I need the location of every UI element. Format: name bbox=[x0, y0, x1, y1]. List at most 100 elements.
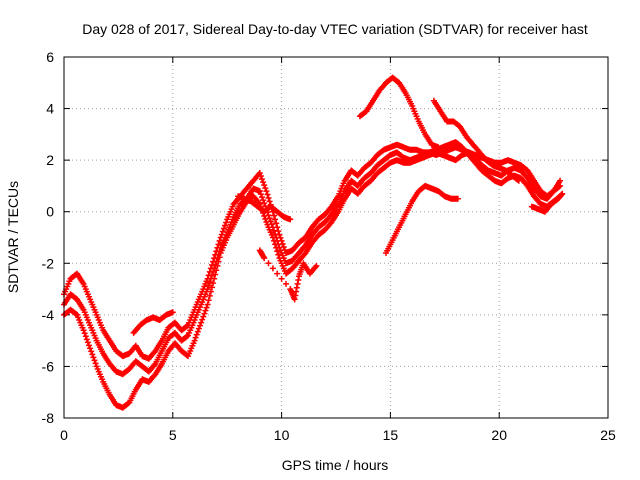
data-point bbox=[515, 177, 522, 184]
data-point bbox=[559, 190, 566, 197]
data-point bbox=[273, 220, 280, 227]
data-point bbox=[82, 333, 89, 340]
data-point bbox=[265, 195, 272, 201]
data-point bbox=[87, 345, 94, 352]
y-tick-label: -2 bbox=[42, 255, 55, 271]
data-point bbox=[265, 212, 272, 219]
data-point bbox=[202, 307, 209, 314]
data-point bbox=[271, 212, 277, 219]
x-tick-label: 0 bbox=[60, 427, 68, 443]
data-point bbox=[205, 282, 212, 289]
data-point bbox=[264, 191, 271, 198]
data-point bbox=[261, 200, 268, 207]
x-tick-label: 20 bbox=[491, 427, 507, 443]
data-point bbox=[259, 176, 265, 183]
y-tick-labels: -8 -6 -4 -2 0 2 4 6 bbox=[42, 49, 55, 426]
data-point bbox=[257, 173, 264, 179]
data-point bbox=[80, 327, 87, 334]
data-point bbox=[260, 197, 267, 204]
data-point bbox=[272, 231, 279, 238]
y-tick-label: -6 bbox=[42, 358, 55, 374]
data-point bbox=[203, 304, 210, 311]
x-tick-label: 10 bbox=[274, 427, 290, 443]
data-point bbox=[195, 325, 202, 332]
data-point bbox=[73, 311, 79, 317]
data-point bbox=[209, 284, 215, 291]
x-tick-label: 15 bbox=[383, 427, 399, 443]
data-point bbox=[274, 248, 281, 255]
data-point bbox=[207, 288, 214, 295]
y-tick-label: 2 bbox=[46, 152, 54, 168]
plot-frame bbox=[63, 56, 609, 419]
data-point bbox=[193, 331, 200, 338]
x-tick-label: 5 bbox=[169, 427, 177, 443]
data-point bbox=[214, 262, 221, 269]
data-point bbox=[198, 319, 205, 326]
data-point bbox=[90, 354, 97, 361]
data-point bbox=[222, 222, 228, 229]
data-point bbox=[219, 228, 226, 235]
data-point bbox=[260, 179, 267, 186]
data-point bbox=[265, 260, 272, 267]
data-point bbox=[204, 286, 211, 293]
data-point bbox=[183, 323, 190, 329]
y-tick-label: 6 bbox=[46, 49, 54, 65]
data-point bbox=[266, 198, 273, 205]
data-point bbox=[83, 336, 90, 343]
data-point bbox=[197, 322, 203, 329]
data-point bbox=[256, 170, 263, 176]
data-point bbox=[91, 357, 98, 364]
data-point bbox=[213, 267, 220, 274]
data-point bbox=[89, 351, 96, 358]
data-point bbox=[280, 244, 287, 250]
data-point bbox=[259, 194, 265, 201]
data-point bbox=[273, 244, 280, 251]
data-point bbox=[269, 265, 276, 272]
data-point bbox=[212, 271, 219, 278]
data-point bbox=[216, 237, 223, 244]
y-tick-label: -8 bbox=[42, 410, 55, 426]
data-point bbox=[263, 188, 270, 195]
data-point bbox=[183, 333, 190, 340]
data-point bbox=[206, 292, 213, 299]
data-point bbox=[261, 255, 268, 262]
data-point bbox=[194, 328, 201, 335]
data-point bbox=[206, 279, 213, 286]
data-point bbox=[272, 241, 279, 248]
data-point bbox=[223, 219, 230, 226]
data-point bbox=[271, 227, 277, 234]
data-point bbox=[215, 258, 222, 265]
data-point bbox=[84, 339, 91, 346]
data-point bbox=[262, 185, 269, 192]
y-tick-label: 0 bbox=[46, 204, 54, 220]
data-point bbox=[86, 342, 92, 349]
data-point bbox=[313, 262, 320, 269]
data-point bbox=[256, 188, 263, 195]
data-point bbox=[283, 280, 289, 287]
data-point bbox=[205, 297, 212, 304]
data-point bbox=[215, 241, 222, 248]
data-points bbox=[61, 74, 566, 411]
data-point bbox=[209, 272, 215, 279]
data-point bbox=[274, 270, 281, 277]
data-point bbox=[262, 216, 269, 222]
y-tick-label: -4 bbox=[42, 307, 55, 323]
data-point bbox=[92, 360, 99, 367]
chart-title: Day 028 of 2017, Sidereal Day-to-day VTE… bbox=[82, 21, 588, 37]
x-axis-title: GPS time / hours bbox=[282, 457, 389, 473]
data-point bbox=[201, 310, 208, 317]
y-tick-label: 4 bbox=[46, 101, 54, 117]
x-tick-label: 25 bbox=[600, 427, 616, 443]
data-point bbox=[88, 348, 95, 355]
data-point bbox=[169, 309, 176, 316]
data-point bbox=[191, 337, 198, 344]
data-point bbox=[269, 234, 276, 241]
data-point bbox=[81, 330, 88, 337]
data-point bbox=[454, 195, 461, 202]
data-point bbox=[257, 191, 264, 198]
data-point bbox=[514, 176, 521, 183]
data-point bbox=[220, 225, 227, 232]
data-point bbox=[200, 313, 207, 320]
data-point bbox=[287, 216, 294, 223]
